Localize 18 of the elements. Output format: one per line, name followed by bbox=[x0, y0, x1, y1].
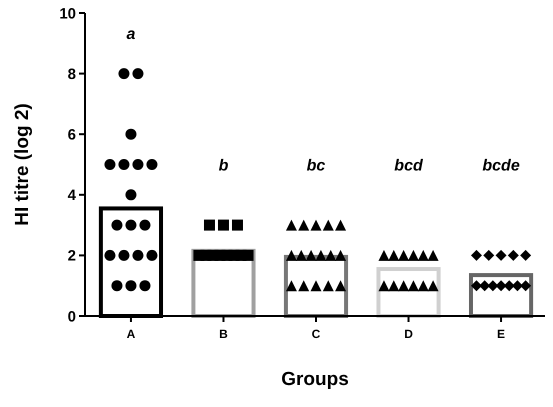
annotation: a bbox=[126, 26, 136, 44]
y-tick-label: 4 bbox=[68, 187, 77, 204]
annotation: b bbox=[218, 158, 229, 175]
y-tick-label: 0 bbox=[68, 308, 76, 326]
x-tick-label: A bbox=[126, 327, 136, 341]
x-axis-title: Groups bbox=[281, 369, 349, 390]
x-tick-label: E bbox=[497, 327, 506, 341]
x-tick-label: C bbox=[312, 327, 321, 341]
annotation: bcde bbox=[482, 158, 520, 175]
x-tick-label: D bbox=[404, 327, 414, 341]
y-tick-label: 10 bbox=[59, 5, 76, 22]
annotation: bcd bbox=[394, 158, 424, 175]
y-tick-label: 6 bbox=[68, 126, 76, 144]
y-axis-title: HI titre (log 2) bbox=[12, 103, 33, 226]
x-tick-label: B bbox=[219, 327, 228, 341]
y-tick-label: 2 bbox=[68, 248, 76, 265]
y-tick-label: 8 bbox=[68, 66, 76, 83]
annotation: bc bbox=[306, 158, 326, 175]
